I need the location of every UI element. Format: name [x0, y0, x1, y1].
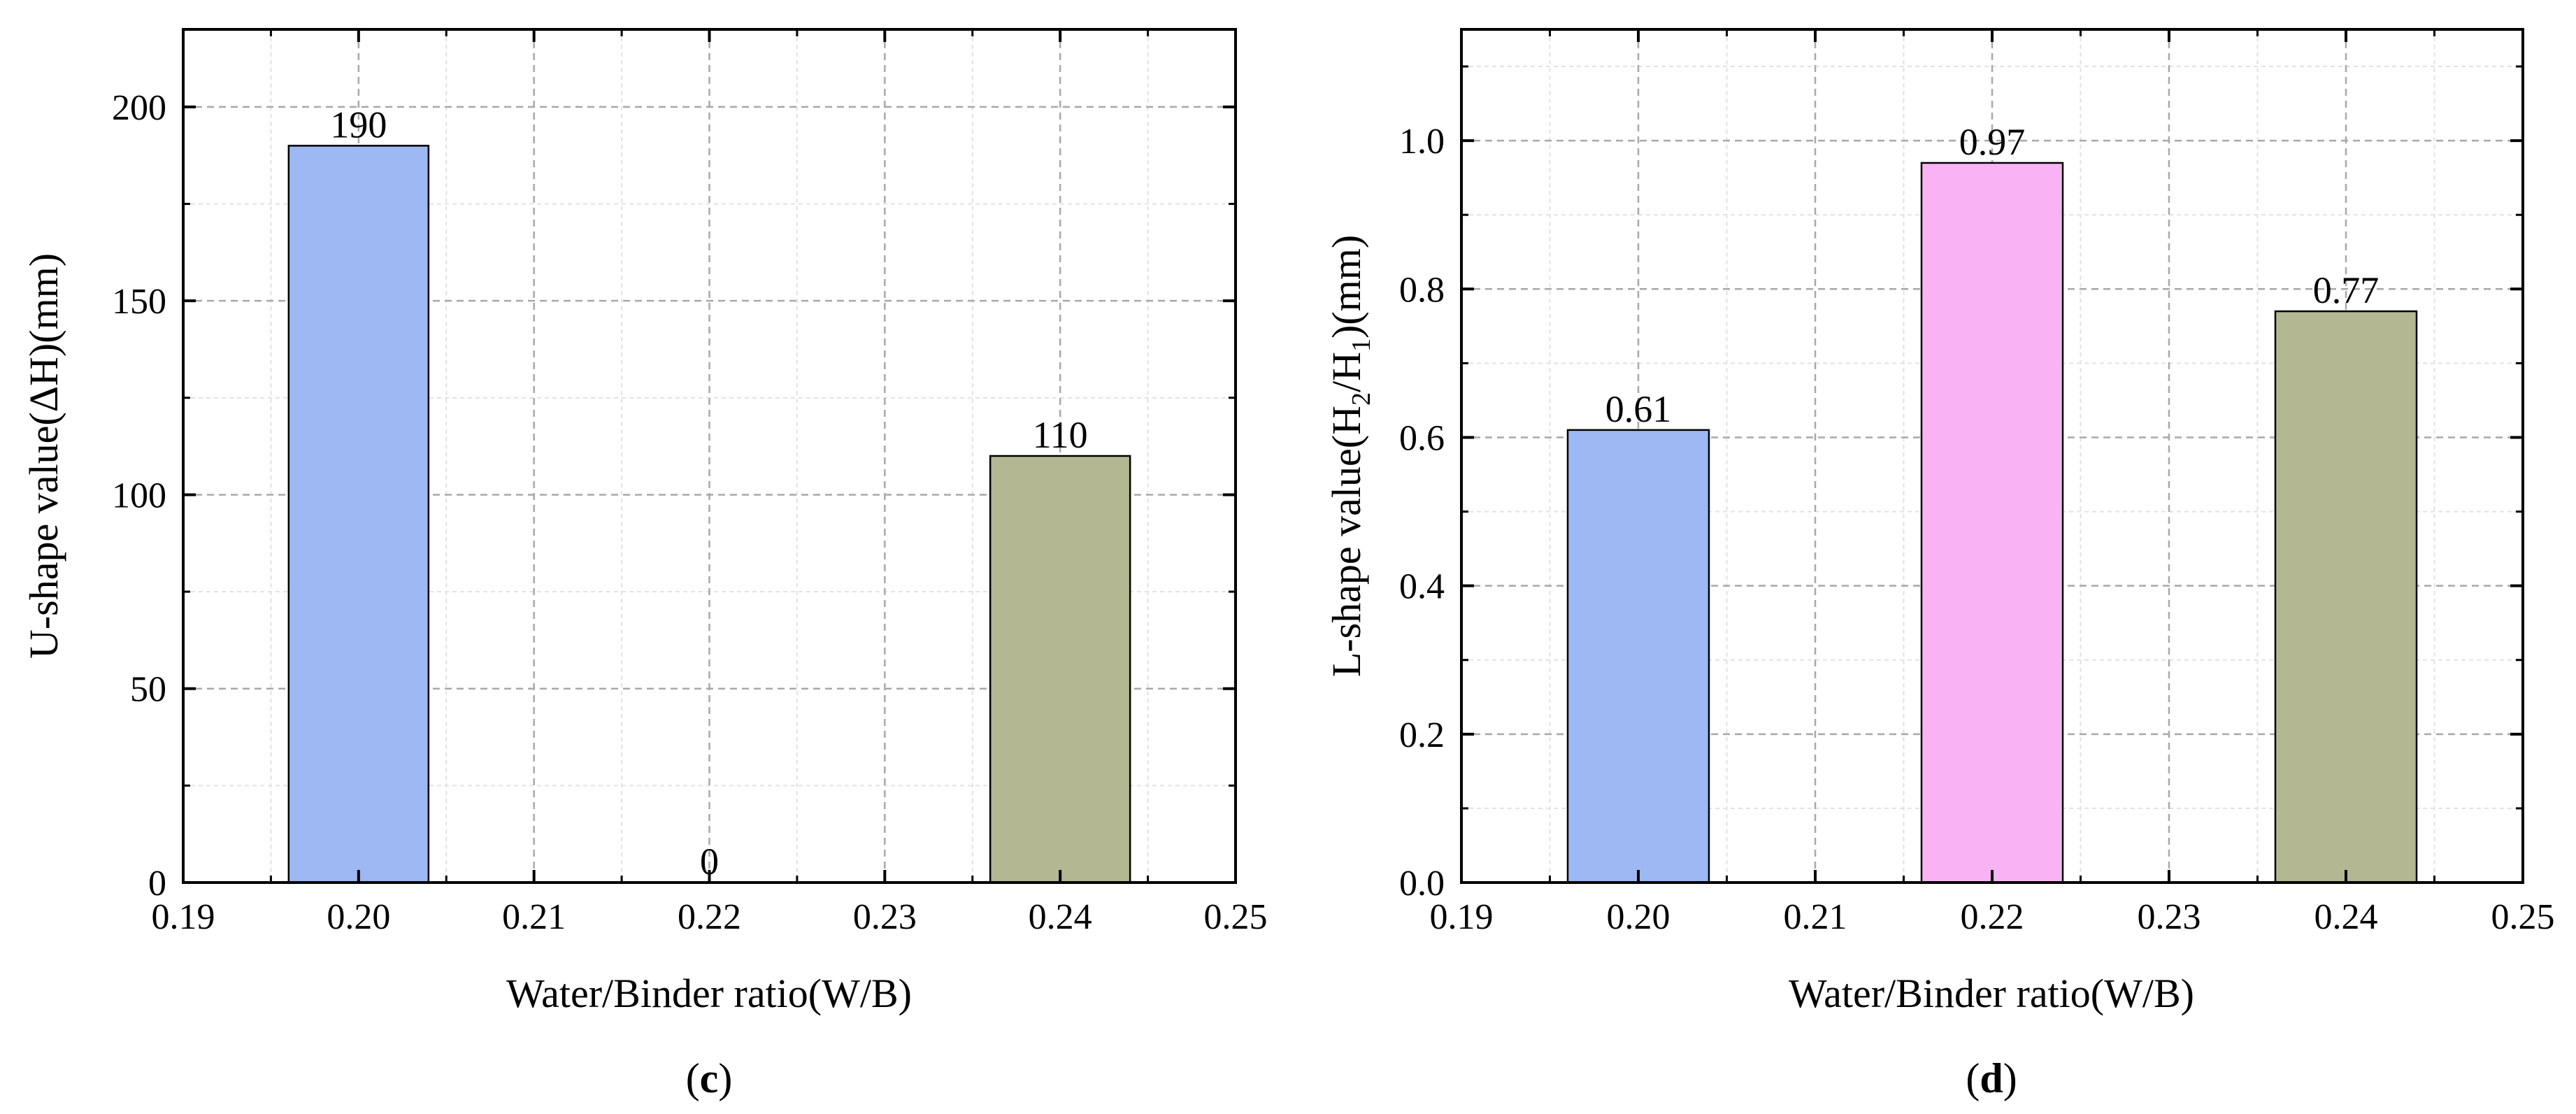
y-tick-label: 50	[130, 670, 166, 710]
x-tick-label: 0.21	[1784, 897, 1847, 937]
x-tick-label: 0.19	[152, 897, 215, 937]
bar	[287, 145, 430, 884]
y-tick-label: 100	[112, 476, 166, 515]
data-label: 0.61	[1605, 388, 1672, 430]
x-tick-label: 0.25	[1204, 897, 1268, 937]
data-labels-c: 190 0 110	[330, 103, 1087, 883]
y-tick-label: 200	[112, 88, 166, 128]
y-axis-title-c: U-shape value(ΔH)(mm)	[21, 253, 66, 659]
y-tick-label: 0.2	[1399, 715, 1445, 755]
x-tick-label: 0.21	[502, 897, 566, 937]
x-tick-label: 0.20	[327, 897, 390, 937]
data-labels-d: 0.61 0.97 0.77	[1605, 121, 2380, 430]
panel-label-d: (d)	[1966, 1055, 2017, 1101]
y-tick-label: 0.4	[1399, 567, 1445, 607]
data-label: 0.97	[1959, 121, 2026, 163]
y-axis-title-d: L-shape value(H2/H1)(mm)	[1324, 235, 1376, 677]
x-tick-label: 0.25	[2491, 897, 2555, 937]
x-axis-title-d: Water/Binder ratio(W/B)	[1789, 971, 2194, 1016]
x-tick-label: 0.24	[1029, 897, 1092, 937]
ticks-d	[1460, 29, 2524, 884]
data-label: 190	[330, 103, 387, 145]
chart-panel-d: 0.19 0.20 0.21 0.22 0.23 0.24 0.25 0.0 0.2 0.4 0.6…	[1324, 28, 2555, 1101]
bar	[2274, 310, 2418, 884]
data-label: 0	[700, 841, 719, 883]
y-tick-label: 1.0	[1399, 122, 1445, 162]
x-tick-label: 0.19	[1430, 897, 1494, 937]
x-axis-title-c: Water/Binder ratio(W/B)	[506, 971, 912, 1016]
tick-labels-c: 0.19 0.20 0.21 0.22 0.23 0.24 0.25 0 50 100 150 200	[112, 88, 1268, 937]
chart-panel-c: 0.19 0.20 0.21 0.22 0.23 0.24 0.25 0 50 100 150 200…	[21, 28, 1268, 1101]
grid-c	[183, 29, 1236, 883]
x-tick-label: 0.22	[1961, 897, 2024, 937]
bar	[1566, 429, 1710, 884]
y-tick-label: 0.0	[1399, 864, 1445, 904]
bar	[1920, 162, 2064, 884]
x-tick-label: 0.24	[2314, 897, 2378, 937]
panel-label-c: (c)	[686, 1055, 733, 1101]
x-tick-label: 0.22	[678, 897, 741, 937]
y-tick-label: 0.6	[1399, 418, 1445, 458]
bar	[989, 455, 1131, 884]
tick-labels-d: 0.19 0.20 0.21 0.22 0.23 0.24 0.25 0.0 0.2 0.4 0.6…	[1399, 122, 2555, 937]
y-tick-label: 0	[148, 864, 166, 904]
data-label: 110	[1033, 414, 1088, 456]
x-tick-label: 0.20	[1607, 897, 1670, 937]
y-tick-label: 150	[112, 282, 166, 322]
bars-d	[1566, 162, 2418, 884]
y-tick-label: 0.8	[1399, 270, 1445, 310]
bars-c	[287, 145, 1131, 884]
ticks-c	[182, 29, 1237, 884]
x-tick-label: 0.23	[2138, 897, 2201, 937]
data-label: 0.77	[2313, 269, 2380, 311]
x-tick-label: 0.23	[853, 897, 917, 937]
